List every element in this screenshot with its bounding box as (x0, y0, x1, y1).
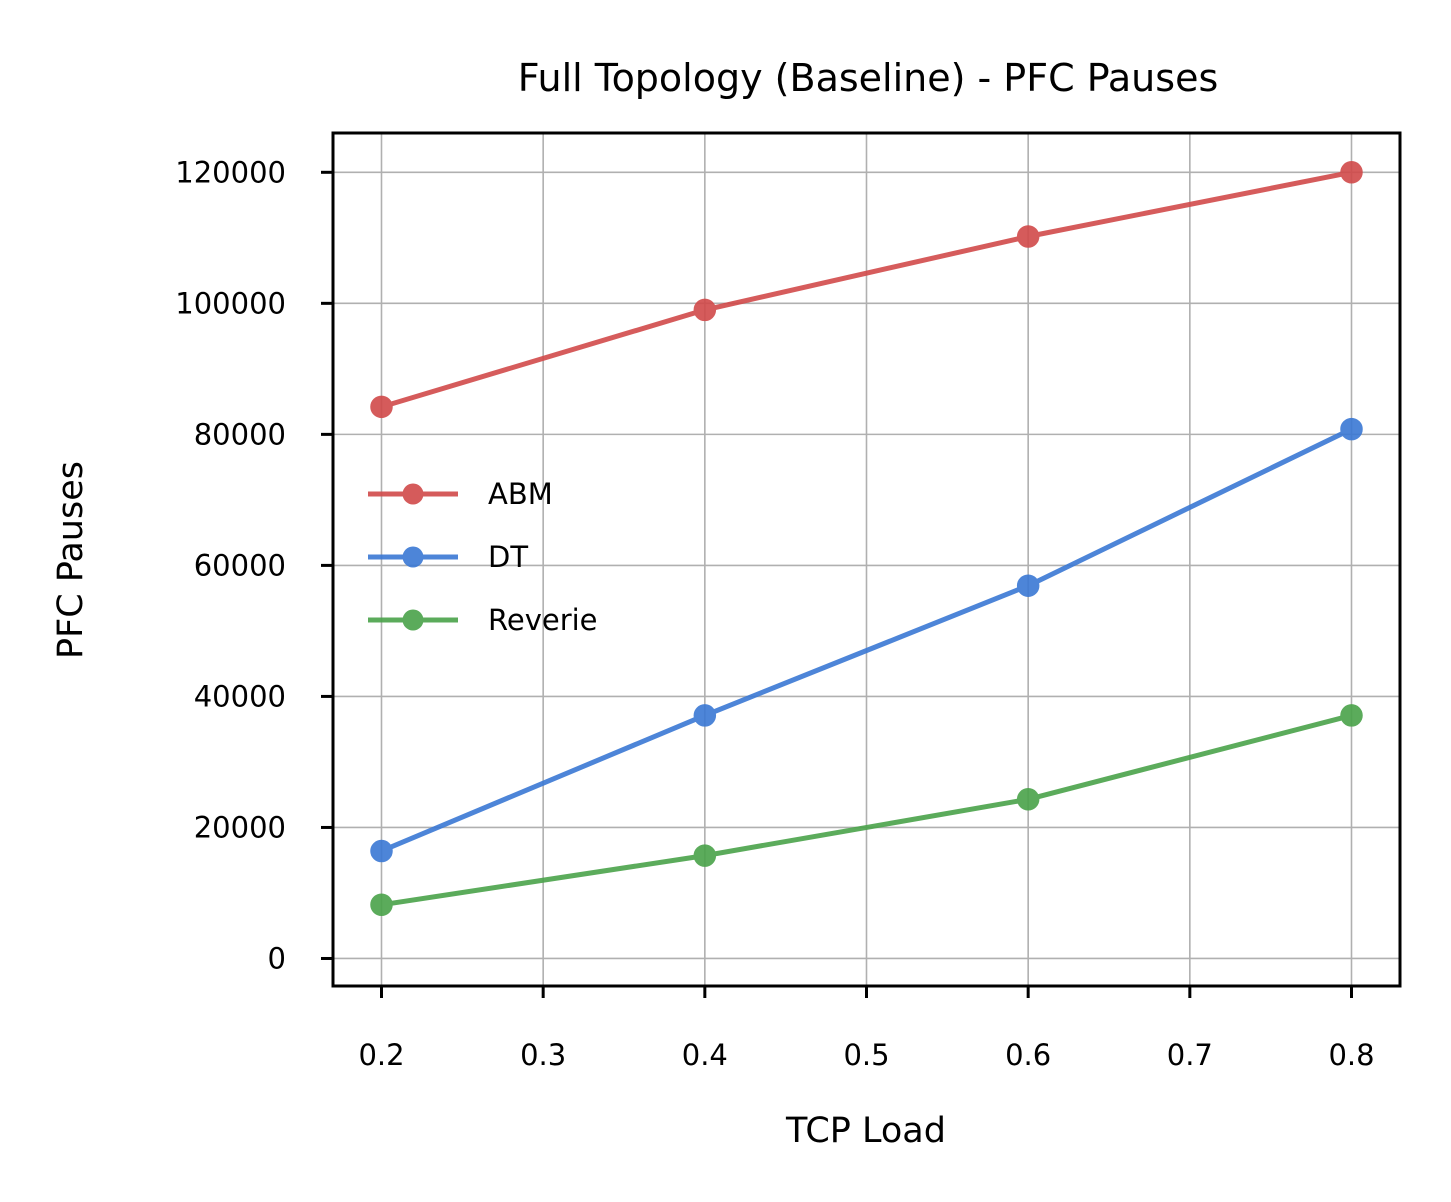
data-point (1016, 574, 1040, 597)
legend-item-dt (368, 546, 458, 568)
x-tick-label: 0.2 (358, 1038, 404, 1072)
y-tick-label: 120000 (175, 155, 286, 189)
series-abm (370, 161, 1363, 419)
series-line (381, 712, 1353, 908)
legend-item-abm (368, 483, 458, 505)
chart-title: Full Topology (Baseline) - PFC Pauses (518, 56, 1219, 100)
y-tick-label: 100000 (175, 286, 286, 320)
series-layer (370, 161, 1363, 917)
data-point (693, 298, 717, 322)
data-point (370, 893, 393, 917)
y-axis: 0 20000 40000 60000 80000 100000 120000 (175, 155, 333, 975)
legend-swatch-marker (402, 609, 424, 631)
grid (333, 133, 1400, 986)
data-point (1340, 161, 1363, 184)
x-tick-label: 0.5 (843, 1038, 889, 1072)
data-point (693, 844, 717, 867)
data-point (370, 839, 393, 863)
data-point (1340, 417, 1363, 441)
legend-swatch-marker (402, 546, 424, 568)
x-tick-label: 0.8 (1328, 1038, 1374, 1072)
legend-label: ABM (488, 477, 553, 511)
x-axis: 0.2 0.3 0.4 0.5 0.6 0.7 0.8 (358, 986, 1375, 1072)
data-point (1016, 225, 1040, 248)
series-reverie (370, 704, 1363, 917)
x-axis-title: TCP Load (785, 1111, 946, 1151)
y-tick-label: 60000 (194, 548, 286, 582)
legend-item-reverie (368, 609, 458, 631)
y-tick-label: 20000 (194, 810, 286, 844)
x-tick-label: 0.4 (682, 1038, 728, 1072)
y-tick-label: 0 (268, 941, 286, 975)
x-tick-label: 0.3 (520, 1038, 566, 1072)
legend: ABM DT Reverie (368, 477, 598, 637)
y-tick-label: 80000 (194, 417, 286, 451)
data-point (1340, 704, 1363, 727)
data-point (1016, 788, 1040, 811)
legend-swatch-marker (402, 483, 424, 505)
x-tick-label: 0.7 (1167, 1038, 1213, 1072)
series-line (380, 169, 1352, 410)
y-axis-title: PFC Pauses (51, 461, 91, 659)
legend-label: DT (488, 540, 528, 574)
y-tick-label: 40000 (194, 679, 286, 713)
x-tick-label: 0.6 (1005, 1038, 1051, 1072)
data-point (370, 395, 393, 419)
data-point (693, 704, 717, 727)
legend-label: Reverie (488, 603, 598, 637)
series-line (380, 426, 1353, 854)
series-dt (370, 417, 1363, 863)
